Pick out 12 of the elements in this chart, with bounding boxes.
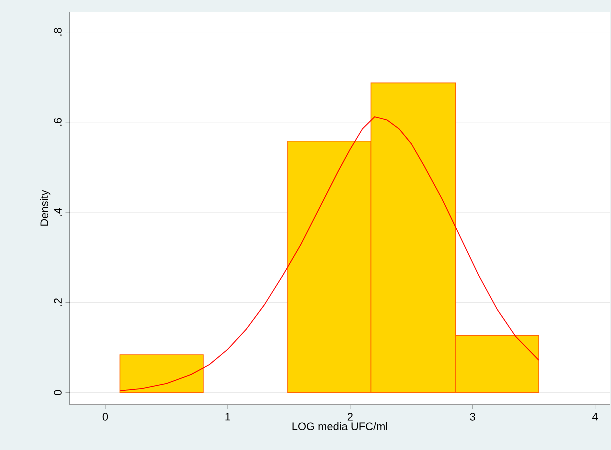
y-tick-label: .8 xyxy=(54,28,62,36)
x-tick-label: 2 xyxy=(348,413,353,421)
y-tick-label: .2 xyxy=(54,298,62,306)
y-tick-label: 0 xyxy=(54,390,62,396)
y-tick-label: .6 xyxy=(54,118,62,126)
x-tick-label: 0 xyxy=(102,413,108,421)
x-tick-label: 4 xyxy=(592,413,598,421)
x-tick-label: 1 xyxy=(226,413,230,421)
x-tick-label: 3 xyxy=(470,413,476,421)
x-axis-title: LOG media UFC/ml xyxy=(292,422,388,430)
y-tick-label: .4 xyxy=(54,208,62,216)
y-axis-title: Density xyxy=(40,190,51,226)
